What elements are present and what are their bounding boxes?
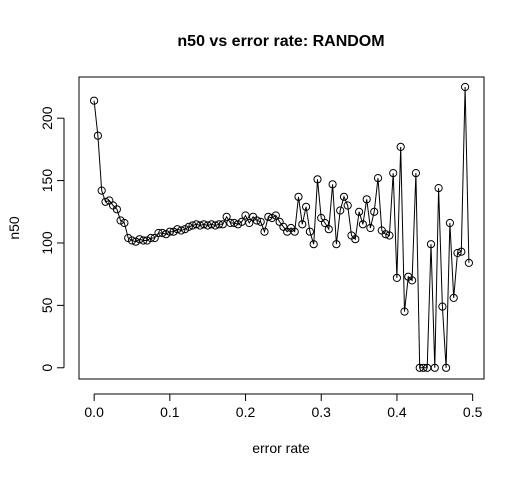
data-point: [260, 227, 269, 236]
data-point: [230, 218, 239, 228]
data-point: [158, 228, 167, 238]
data-point: [154, 228, 163, 238]
data-point: [343, 201, 352, 210]
data-point: [449, 293, 458, 302]
data-point: [385, 231, 394, 240]
data-point: [214, 220, 224, 229]
data-point: [320, 218, 330, 228]
plot-frame: [78, 76, 485, 380]
data-point: [434, 184, 443, 193]
data-point: [165, 227, 174, 236]
data-point: [294, 192, 303, 201]
data-point: [419, 363, 428, 372]
data-point: [101, 197, 110, 206]
data-point: [438, 302, 447, 311]
data-point: [426, 240, 436, 249]
y-axis-label: n50: [6, 216, 22, 240]
data-points: [90, 82, 473, 372]
data-point: [146, 233, 155, 243]
data-point: [127, 236, 137, 245]
data-point: [362, 195, 371, 204]
data-point: [90, 96, 99, 105]
data-point: [430, 363, 439, 372]
data-point: [218, 220, 227, 229]
data-point: [290, 227, 299, 236]
y-tick-label: 200: [39, 106, 55, 130]
data-point: [381, 230, 390, 239]
data-point: [370, 207, 379, 216]
x-axis-label: error rate: [252, 440, 310, 456]
data-point: [336, 206, 345, 215]
data-point: [184, 222, 193, 231]
data-point: [442, 363, 451, 372]
y-axis: 0 50 100 150 200: [39, 106, 65, 372]
data-point: [305, 227, 314, 236]
x-axis: 0.0 0.1 0.2 0.3 0.4 0.5: [84, 393, 483, 420]
data-point: [264, 212, 273, 221]
x-tick-label: 0.2: [236, 404, 256, 420]
data-point: [252, 216, 261, 225]
data-point: [135, 235, 144, 244]
data-point: [226, 218, 235, 228]
series-line: [93, 86, 470, 369]
y-tick-label: 0: [39, 364, 55, 372]
data-point: [389, 169, 398, 178]
data-point: [464, 258, 473, 267]
data-point: [373, 174, 383, 183]
y-tick-label: 100: [39, 231, 55, 255]
data-point: [222, 212, 231, 221]
data-point: [328, 180, 337, 189]
y-tick-label: 50: [39, 297, 55, 313]
x-tick-label: 0.1: [160, 404, 180, 420]
data-point: [461, 82, 470, 92]
data-point: [400, 307, 409, 316]
data-point: [271, 211, 280, 220]
data-point: [97, 186, 106, 195]
data-point: [408, 276, 417, 285]
data-point: [392, 273, 401, 282]
x-tick-label: 0.0: [84, 404, 104, 420]
x-tick-label: 0.5: [463, 404, 483, 420]
data-point: [112, 205, 122, 214]
data-point: [396, 142, 405, 151]
y-tick-label: 150: [39, 169, 55, 193]
data-point: [355, 207, 364, 216]
data-point: [139, 236, 148, 245]
data-point: [324, 225, 333, 234]
data-point: [366, 223, 375, 233]
data-point: [411, 169, 420, 178]
data-point: [457, 247, 466, 256]
x-tick-label: 0.4: [387, 404, 407, 420]
data-point: [313, 175, 322, 184]
x-tick-label: 0.3: [312, 404, 332, 420]
data-point: [339, 192, 349, 201]
chart-title: n50 vs error rate: RANDOM: [177, 33, 384, 50]
data-point: [241, 211, 250, 220]
data-point: [120, 218, 129, 228]
data-point: [358, 220, 367, 229]
data-point: [298, 220, 307, 229]
data-point: [177, 226, 186, 235]
data-point: [256, 217, 265, 226]
data-point: [332, 240, 341, 249]
data-point: [445, 218, 454, 228]
data-point: [453, 248, 462, 258]
data-point: [302, 202, 311, 211]
data-point: [93, 131, 103, 140]
data-point: [245, 218, 254, 228]
data-point: [309, 240, 318, 249]
data-point: [351, 235, 360, 244]
